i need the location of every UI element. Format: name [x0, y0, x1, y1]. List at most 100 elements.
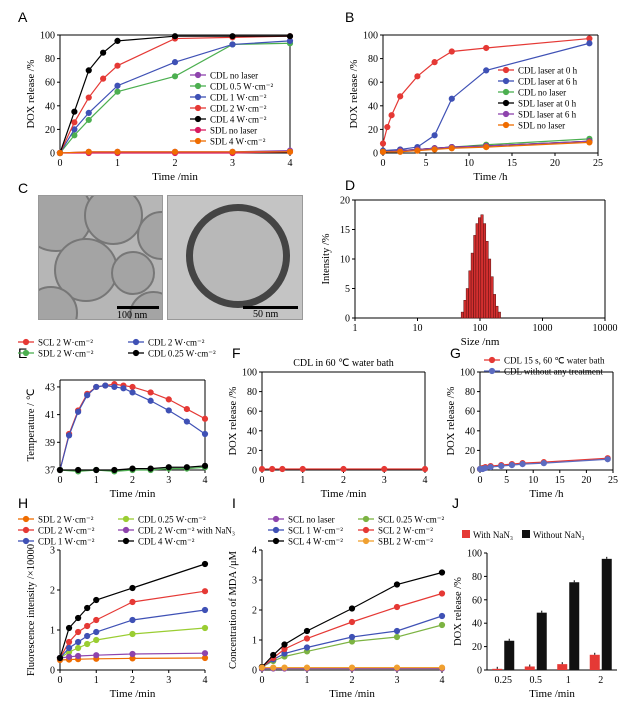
scale-label-right: 50 nm: [253, 309, 279, 320]
y-tick-label: 60: [45, 78, 55, 89]
bar: [589, 654, 600, 670]
data-point: [75, 628, 82, 636]
legend-label: CDL 4 W·cm⁻²: [138, 537, 195, 547]
legend-label: CDL 0.25 W·cm⁻²: [148, 349, 216, 359]
data-point: [65, 644, 73, 652]
y-tick-label: 20: [45, 125, 55, 136]
legend-label: CDL without any treatment: [504, 367, 603, 377]
legend-label: CDL 1 W·cm⁻²: [210, 93, 267, 103]
y-tick-label: 43: [45, 382, 55, 393]
legend-swatch: [522, 530, 530, 538]
data-point: [279, 465, 286, 473]
bar: [557, 664, 568, 670]
data-point: [201, 560, 209, 568]
panel-F: F 0 20 40 60 80 100 0 1 2 3 4 Time /min DOX release /…: [228, 345, 429, 500]
y-tick-label: 40: [45, 101, 55, 112]
y-tick-label: 0: [50, 666, 55, 677]
data-point: [93, 383, 100, 391]
x-tick-label: 2: [341, 475, 346, 486]
data-point: [393, 581, 401, 588]
legend-label: SDL 4 W·cm⁻²: [210, 137, 266, 147]
data-point: [71, 108, 78, 115]
data-point: [129, 650, 136, 658]
data-point: [487, 463, 494, 471]
data-point: [93, 466, 100, 474]
y-tick-label: 41: [45, 410, 55, 421]
data-point: [483, 67, 490, 74]
x-tick-label: 10000: [593, 323, 618, 334]
x-tick-label: 10: [528, 475, 538, 486]
bar: [495, 305, 499, 319]
bar: [478, 217, 482, 319]
bar: [524, 666, 535, 670]
x-axis-label: Time /min: [110, 688, 156, 700]
panel-label: A: [18, 9, 28, 25]
data-point: [75, 614, 82, 622]
data-point: [201, 606, 209, 614]
chart-title: CDL in 60 ℃ water bath: [293, 358, 394, 369]
y-axis-label: DOX release /%: [446, 386, 457, 455]
x-axis-label: Size /nm: [461, 336, 500, 348]
data-point: [129, 389, 136, 396]
bar: [485, 241, 489, 319]
data-point: [604, 456, 611, 463]
data-point: [165, 407, 172, 414]
x-tick-label: 0: [260, 675, 265, 686]
legend-label: SDL 2 W·cm⁻²: [38, 349, 94, 359]
data-point: [483, 144, 490, 151]
legend-marker: [194, 71, 202, 79]
y-tick-label: 1: [252, 636, 257, 647]
y-tick-label: 4: [252, 546, 257, 557]
data-point: [75, 644, 82, 652]
x-tick-label: 4: [203, 475, 208, 486]
bar: [488, 258, 492, 319]
data-point: [299, 465, 306, 473]
series-line: [59, 384, 206, 471]
data-point: [71, 132, 78, 139]
data-point: [84, 392, 91, 399]
data-point: [93, 596, 100, 604]
x-tick-label: 0: [58, 675, 63, 686]
x-tick-label: 4: [440, 675, 445, 686]
y-tick-label: 0: [50, 149, 55, 160]
data-point: [448, 145, 455, 152]
data-point: [286, 33, 294, 40]
y-axis-label: DOX release /%: [26, 59, 37, 128]
legend-swatch: [462, 530, 470, 538]
data-point: [431, 132, 438, 139]
y-axis-label: Concentration of MDA /μM: [228, 550, 239, 669]
x-tick-label: 20: [550, 158, 560, 169]
legend-marker: [194, 93, 202, 101]
data-point: [129, 598, 136, 606]
series-line: [59, 35, 291, 154]
x-axis-label: Time /h: [529, 488, 564, 500]
y-tick-label: 37: [45, 466, 55, 477]
data-point: [165, 396, 172, 403]
data-point: [56, 466, 64, 474]
data-point: [393, 633, 401, 641]
data-point: [75, 466, 82, 474]
panel-label: J: [452, 495, 459, 511]
data-point: [258, 465, 266, 473]
data-point: [129, 616, 136, 624]
data-point: [85, 116, 92, 124]
legend-label: SDL laser at 6 h: [518, 110, 577, 120]
data-point: [393, 603, 401, 611]
y-tick-label: 40: [472, 619, 482, 630]
data-point: [448, 48, 455, 55]
data-point: [586, 40, 593, 47]
panel-label: H: [18, 495, 28, 511]
x-axis-label: Time /h: [473, 171, 508, 183]
legend-marker: [362, 537, 370, 545]
data-point: [431, 59, 438, 66]
data-point: [303, 627, 311, 635]
y-tick-label: 80: [472, 572, 482, 583]
bar: [480, 214, 484, 319]
data-point: [281, 641, 288, 648]
data-point: [258, 664, 266, 671]
bar: [460, 311, 464, 319]
data-point: [229, 33, 236, 40]
data-point: [201, 588, 209, 595]
data-point: [393, 627, 401, 635]
legend-label: SDL no laser: [518, 121, 565, 131]
